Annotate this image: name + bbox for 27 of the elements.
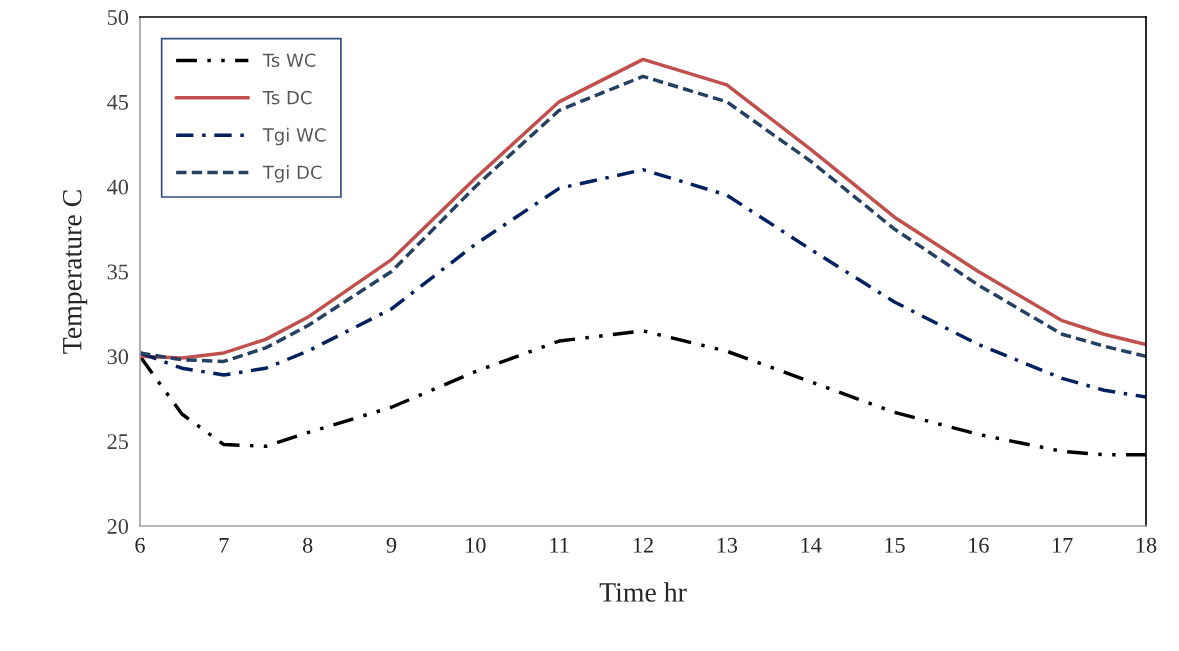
x-tick-label: 17	[1053, 537, 1073, 553]
y-tick-label: 25	[107, 434, 129, 450]
legend-label: Tgi WC	[262, 127, 326, 146]
y-tick-label: 20	[107, 518, 129, 534]
y-axis-title: Temperature C	[62, 190, 88, 354]
x-tick-label: 11	[550, 537, 569, 553]
x-tick-label: 7	[219, 537, 229, 553]
y-tick-label: 30	[107, 349, 129, 365]
y-tick-label: 35	[107, 264, 129, 280]
x-tick-label: 14	[801, 537, 822, 553]
line-series	[140, 167, 1146, 399]
y-tick-label: 50	[107, 9, 129, 25]
x-axis-title: Time hr	[599, 582, 687, 602]
legend-label: Ts WC	[262, 53, 316, 68]
x-tick-label: 18	[1136, 537, 1157, 553]
x-tick-label: 9	[386, 537, 397, 553]
y-tick-label: 45	[107, 94, 129, 110]
x-tick-label: 10	[466, 537, 486, 553]
legend-label: Ts DC	[262, 90, 312, 105]
x-tick-label: 13	[717, 537, 738, 553]
y-tick-label: 40	[107, 179, 129, 195]
x-tick-label: 16	[969, 537, 989, 553]
x-tick-label: 6	[135, 537, 145, 553]
legend-label: Tgi DC	[262, 165, 322, 183]
x-tick-label: 12	[633, 537, 653, 553]
x-tick-label: 8	[302, 537, 313, 553]
x-tick-label: 15	[885, 537, 905, 553]
